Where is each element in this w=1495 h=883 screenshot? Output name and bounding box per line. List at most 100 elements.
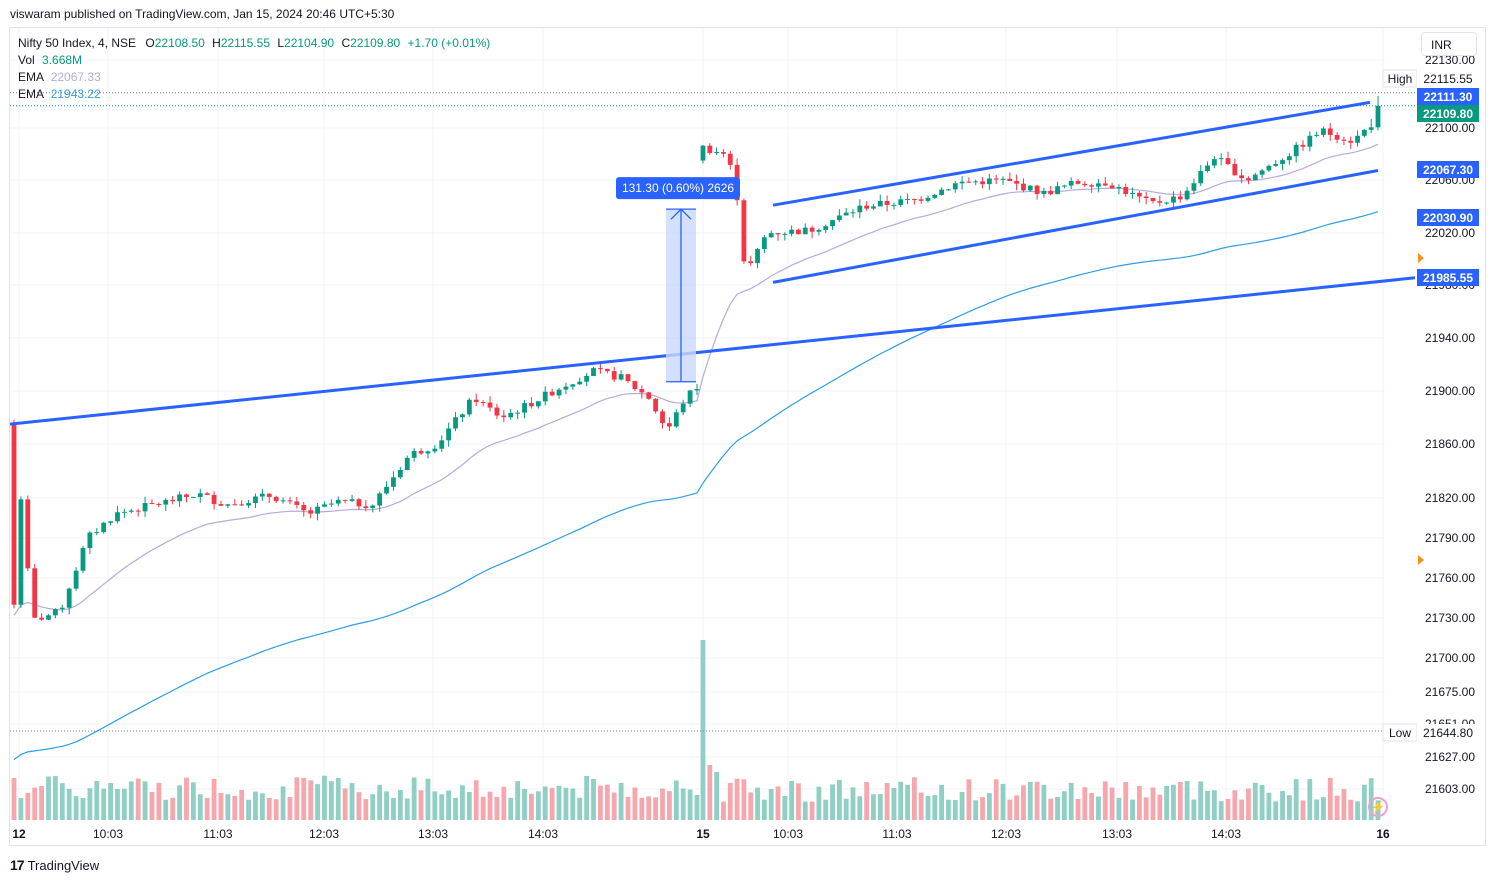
candle-body <box>1171 196 1176 202</box>
volume-bar <box>1151 788 1156 820</box>
candle-body <box>94 532 99 533</box>
volume-bar <box>1307 779 1312 820</box>
lightning-icon[interactable]: ⚡ <box>1368 797 1388 817</box>
volume-bar <box>994 779 999 820</box>
price-label-value: 22109.80 <box>1423 107 1473 121</box>
x-axis-tick-label: 15 <box>696 827 710 841</box>
volume-bar <box>837 780 842 820</box>
volume-bar <box>1335 796 1340 820</box>
candle-body <box>1226 158 1231 164</box>
candle-body <box>1273 164 1278 166</box>
volume-bar <box>543 786 548 820</box>
volume-bar <box>1082 787 1087 820</box>
candle-body <box>412 451 417 458</box>
candle-body <box>143 503 148 511</box>
volume-bar <box>878 794 883 820</box>
candle-body <box>357 499 362 506</box>
candle-body <box>1103 183 1108 185</box>
candle-body <box>481 402 486 403</box>
volume-bar <box>143 781 148 820</box>
x-axis-tick-label: 12:03 <box>309 827 339 841</box>
candle-body <box>892 205 897 206</box>
candle-body <box>32 568 37 617</box>
volume-bar <box>170 798 175 820</box>
candle-body <box>12 423 17 605</box>
currency-selector[interactable]: INR <box>1421 32 1477 56</box>
volume-bar <box>322 776 327 820</box>
legend-close-value: 22109.80 <box>350 36 400 50</box>
volume-bar <box>851 787 856 820</box>
candle-body <box>384 487 389 494</box>
candle-body <box>782 234 787 235</box>
volume-bar <box>1123 782 1128 820</box>
candle-body <box>844 213 849 216</box>
candle-body <box>288 500 293 501</box>
volume-bar <box>987 793 992 820</box>
candle-body <box>536 401 541 406</box>
candle-body <box>776 233 781 234</box>
tradingview-branding[interactable]: 17 TradingView <box>10 857 99 873</box>
candle-body <box>1239 175 1244 178</box>
volume-bar <box>1062 791 1067 820</box>
volume-bar <box>184 778 189 820</box>
candle-body <box>926 198 931 201</box>
candle-body <box>1157 201 1162 203</box>
candle-body <box>170 500 175 501</box>
legend-volume-row[interactable]: Vol 3.668M <box>18 52 490 69</box>
volume-bar <box>1117 798 1122 820</box>
volume-bar <box>219 793 224 820</box>
candle-body <box>905 199 910 200</box>
candle-body <box>789 230 794 234</box>
volume-bar <box>1226 799 1231 820</box>
volume-bar <box>1314 799 1319 820</box>
price-label-value: 21985.55 <box>1423 271 1473 285</box>
candle-body <box>1294 145 1299 156</box>
legend-open-value: 22108.50 <box>155 36 205 50</box>
candle-body <box>1335 135 1340 140</box>
candle-body <box>1035 186 1040 194</box>
volume-bar <box>919 793 924 820</box>
candle-body <box>681 404 686 413</box>
candle-body <box>987 178 992 184</box>
volume-bar <box>1055 797 1060 820</box>
volume-bar <box>191 782 196 820</box>
volume-bar <box>980 797 985 820</box>
volume-bar <box>294 777 299 820</box>
volume-bar <box>391 798 396 820</box>
volume-bar <box>748 792 753 820</box>
candle-body <box>721 152 726 154</box>
volume-bar <box>707 765 712 820</box>
volume-bar <box>789 781 794 820</box>
volume-bar <box>742 779 747 820</box>
candle-body <box>1007 179 1012 181</box>
legend-symbol[interactable]: Nifty 50 Index, 4, NSE <box>18 36 136 50</box>
channel-lower-line <box>773 171 1378 283</box>
legend-ema-fast-row[interactable]: EMA 22067.33 <box>18 69 490 86</box>
candle-body <box>1301 145 1306 147</box>
candle-body <box>1342 140 1347 141</box>
volume-bar <box>584 776 589 820</box>
volume-bar <box>1089 793 1094 820</box>
candle-body <box>1369 127 1374 130</box>
candle-body <box>1267 166 1272 171</box>
candle-body <box>115 512 120 521</box>
candle-body <box>370 506 375 508</box>
candle-body <box>25 499 30 568</box>
volume-bar <box>769 789 774 820</box>
volume-bar <box>150 792 155 820</box>
candle-body <box>898 199 903 205</box>
candle-body <box>674 412 679 426</box>
volume-bar <box>12 778 17 820</box>
volume-bar <box>253 792 258 820</box>
candle-body <box>150 503 155 504</box>
candle-body <box>857 206 862 213</box>
y-axis-tick-label: 21603.00 <box>1425 782 1475 796</box>
candle-body <box>308 510 313 513</box>
candle-body <box>432 449 437 452</box>
alert-marker-icon <box>1418 555 1424 565</box>
candle-body <box>377 493 382 505</box>
candle-body <box>1314 135 1319 136</box>
legend-ema-slow-row[interactable]: EMA 21943.22 <box>18 86 490 103</box>
candle-body <box>495 408 500 416</box>
